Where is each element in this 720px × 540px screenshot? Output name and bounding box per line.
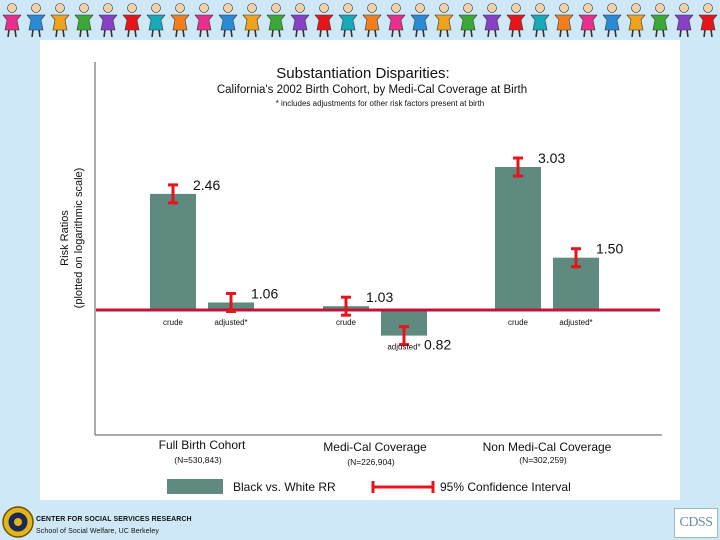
y-axis-label: Risk Ratios: [59, 210, 71, 266]
paper-doll-icon: [650, 3, 670, 38]
bar-0-0: [150, 193, 196, 310]
paper-doll-icon: [50, 3, 70, 38]
value-label-2-0: 3.03: [538, 150, 565, 166]
group-n-label-2: (N=302,259): [519, 455, 567, 465]
value-label-0-0: 2.46: [193, 177, 220, 193]
y-axis-label-scale: (plotted on logarithmic scale): [73, 168, 85, 309]
group-label-0: Full Birth Cohort: [159, 438, 246, 452]
bar-category-label-2-1: adjusted*: [559, 318, 592, 327]
bar-2-0: [495, 166, 541, 310]
paper-doll-icon: [506, 3, 526, 38]
risk-ratio-chart: Substantiation Disparities: California's…: [59, 62, 662, 494]
chart-subtitle: California's 2002 Birth Cohort, by Medi-…: [217, 84, 527, 96]
legend-ci-swatch: [371, 481, 435, 493]
ci-0-1: [226, 291, 236, 313]
ci-1-0: [341, 295, 351, 317]
paper-doll-icon: [98, 3, 118, 38]
legend-bar-label: Black vs. White RR: [233, 480, 336, 494]
ci-2-1: [571, 247, 581, 269]
paper-doll-icon: [434, 3, 454, 38]
footer-school-name: School of Social Welfare, UC Berkeley: [36, 528, 160, 535]
bar-category-label-1-1: adjusted*: [387, 343, 420, 352]
paper-doll-icon: [194, 3, 214, 38]
paper-doll-icon: [218, 3, 238, 38]
paper-doll-icon: [146, 3, 166, 38]
paper-doll-icon: [578, 3, 598, 38]
paper-doll-icon: [410, 3, 430, 38]
chart-title: Substantiation Disparities:: [276, 65, 449, 82]
chart-panel: Substantiation Disparities: California's…: [40, 40, 680, 500]
paper-doll-icon: [242, 3, 262, 38]
paper-doll-icon: [26, 3, 46, 38]
chart-note: * includes adjustments for other risk fa…: [276, 99, 485, 108]
cdss-logo: CDSS: [674, 508, 718, 538]
paper-doll-icon: [314, 3, 334, 38]
bar-category-label-2-0: crude: [508, 318, 529, 327]
footer-org-name: CENTER FOR SOCIAL SERVICES RESEARCH: [36, 516, 192, 523]
bar-category-label-0-0: crude: [163, 318, 184, 327]
uc-berkeley-seal-icon: [2, 506, 34, 538]
paper-doll-icon: [530, 3, 550, 38]
bar-category-label-0-1: adjusted*: [214, 318, 247, 327]
legend-ci-label: 95% Confidence Interval: [440, 480, 571, 494]
paper-doll-icon: [674, 3, 694, 38]
paper-dolls-border: [2, 3, 718, 38]
group-label-1: Medi-Cal Coverage: [323, 440, 427, 454]
paper-doll-icon: [482, 3, 502, 38]
paper-doll-icon: [698, 3, 718, 38]
paper-doll-icon: [290, 3, 310, 38]
paper-doll-icon: [554, 3, 574, 38]
paper-doll-icon: [458, 3, 478, 38]
paper-doll-icon: [74, 3, 94, 38]
paper-doll-icon: [338, 3, 358, 38]
group-n-label-1: (N=226,904): [347, 457, 395, 467]
value-label-2-1: 1.50: [596, 241, 623, 257]
paper-doll-icon: [362, 3, 382, 38]
paper-doll-icon: [170, 3, 190, 38]
paper-doll-icon: [266, 3, 286, 38]
ci-0-0: [168, 183, 178, 205]
paper-doll-icon: [626, 3, 646, 38]
paper-doll-icon: [602, 3, 622, 38]
ci-1-1: [399, 325, 409, 347]
value-label-1-0: 1.03: [366, 289, 393, 305]
paper-doll-icon: [2, 3, 22, 38]
bar-category-label-1-0: crude: [336, 318, 357, 327]
paper-doll-icon: [122, 3, 142, 38]
group-n-label-0: (N=530,843): [174, 455, 222, 465]
paper-doll-icon: [386, 3, 406, 38]
value-label-1-1: 0.82: [424, 337, 451, 353]
value-label-0-1: 1.06: [251, 285, 278, 301]
legend-bar-swatch: [167, 479, 223, 494]
group-label-2: Non Medi-Cal Coverage: [483, 440, 612, 454]
ci-2-0: [513, 156, 523, 178]
